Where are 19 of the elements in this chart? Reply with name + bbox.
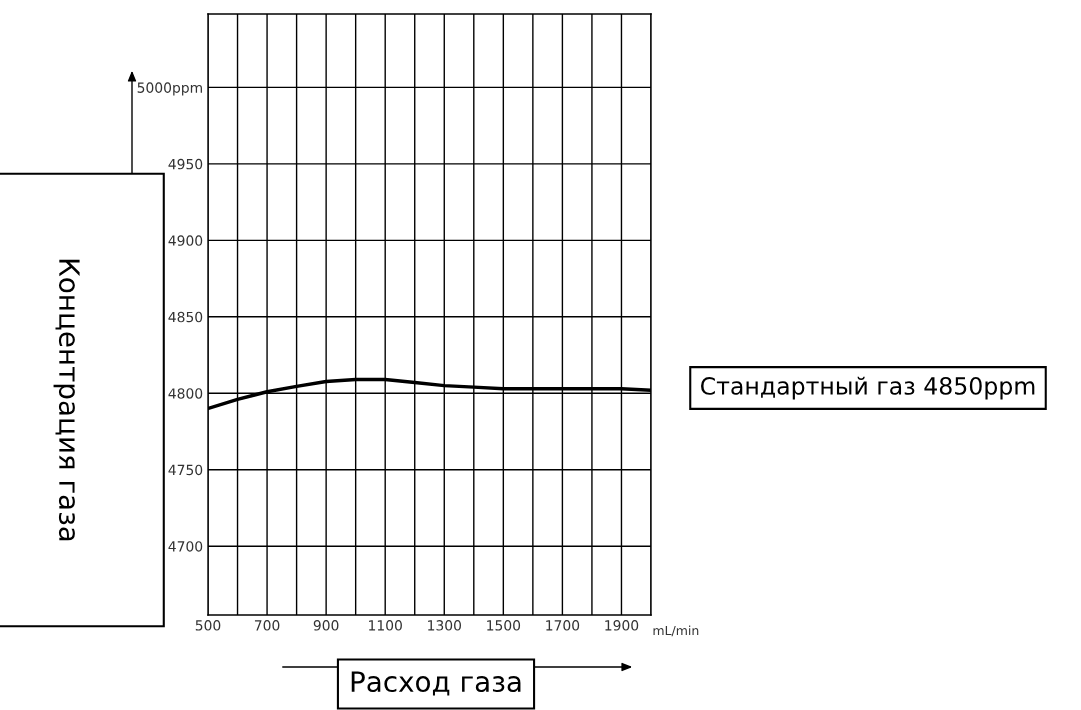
y-tick-label: 4850 <box>168 311 203 323</box>
x-tick-label: 900 <box>313 620 339 631</box>
y-axis-title: Концентрация газа <box>53 259 80 541</box>
text: mL/min <box>653 625 699 637</box>
y-tick-label: 4800 <box>168 388 203 399</box>
x-tick-label: 1500 <box>487 620 521 631</box>
x-tick-label: 1700 <box>546 620 580 631</box>
y-tick-label: 4700 <box>168 541 203 552</box>
x-axis-title: Расход газа <box>351 671 521 696</box>
y-tick-label: 4900 <box>168 235 203 246</box>
y-tick-label: 4950 <box>168 158 203 170</box>
x-tick-label: 700 <box>254 620 280 631</box>
text: Стандартный газ 4850ppm <box>701 376 1035 400</box>
x-tick-label: 1100 <box>369 620 402 631</box>
y-tick-label: 4750 <box>168 464 203 476</box>
x-tick-label: 500 <box>195 620 221 631</box>
y-tick-label: 5000ppm <box>137 82 202 96</box>
x-tick-label: 1300 <box>428 620 462 631</box>
x-tick-label: 1900 <box>605 620 639 631</box>
